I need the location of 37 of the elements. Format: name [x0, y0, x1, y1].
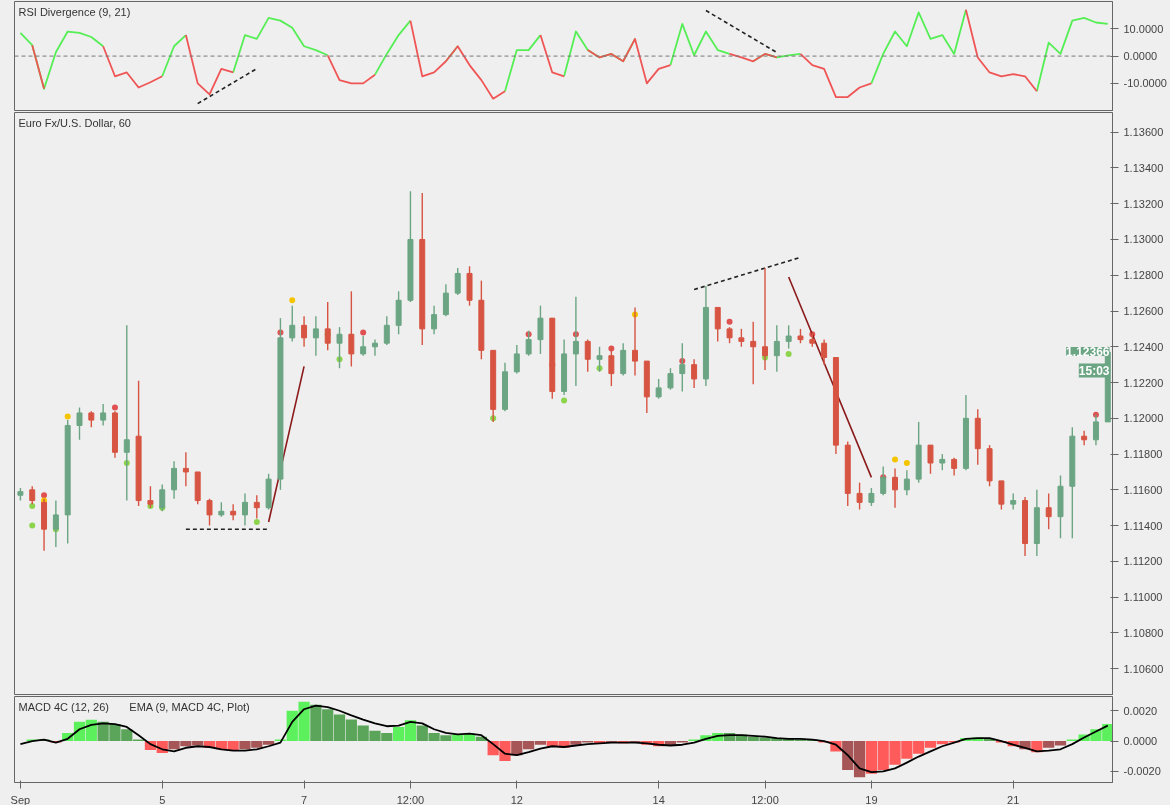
- y-tick-label: 1.13600: [1123, 126, 1164, 139]
- y-tick-label: 1.13400: [1123, 161, 1164, 174]
- y-tick-label: 10.0000: [1123, 22, 1164, 35]
- x-tick-label: 5: [159, 793, 166, 805]
- y-tick-label: 1.13200: [1123, 197, 1164, 210]
- x-tick-label: 12:00: [396, 793, 425, 805]
- chart-title: Euro Fx/U.S. Dollar, 60: [18, 116, 131, 129]
- x-tick-label: 12: [510, 793, 523, 805]
- y-tick-label: -10.0000: [1123, 77, 1167, 90]
- chart-title: RSI Divergence (9, 21): [18, 5, 131, 18]
- y-tick-label: 0.0000: [1123, 50, 1158, 63]
- chart-subtitle: EMA (9, MACD 4C, Plot): [129, 700, 250, 713]
- y-tick-label: 1.10800: [1123, 626, 1164, 639]
- y-tick-label: 0.0020: [1123, 704, 1158, 717]
- x-tick-label: Sep: [10, 793, 31, 805]
- y-tick-label: 1.11000: [1123, 591, 1163, 604]
- y-tick-label: 1.10600: [1123, 662, 1164, 675]
- y-tick-label: 1.12200: [1123, 376, 1164, 389]
- y-tick-label: 1.11800: [1123, 448, 1163, 461]
- x-tick-label: 12:00: [751, 793, 779, 805]
- y-tick-label: 1.11400: [1123, 519, 1163, 532]
- annotation: 15:03: [1078, 363, 1110, 378]
- y-tick-label: 1.13000: [1123, 233, 1164, 246]
- y-tick-label: 1.12800: [1123, 269, 1164, 282]
- annotation: 1.12366: [1066, 345, 1110, 360]
- chart-title: MACD 4C (12, 26): [18, 700, 109, 713]
- x-tick-label: 7: [301, 793, 308, 805]
- y-tick-label: 1.12000: [1123, 412, 1164, 425]
- x-tick-label: 21: [1007, 793, 1020, 805]
- y-tick-label: -0.0020: [1123, 765, 1161, 778]
- x-tick-label: 14: [652, 793, 665, 805]
- y-tick-label: 0.0000: [1123, 735, 1158, 748]
- y-tick-label: 1.11200: [1123, 555, 1163, 568]
- y-tick-label: 1.11600: [1123, 483, 1163, 496]
- y-tick-label: 1.12400: [1123, 340, 1164, 353]
- y-tick-label: 1.12600: [1123, 305, 1164, 318]
- x-tick-label: 19: [865, 793, 878, 805]
